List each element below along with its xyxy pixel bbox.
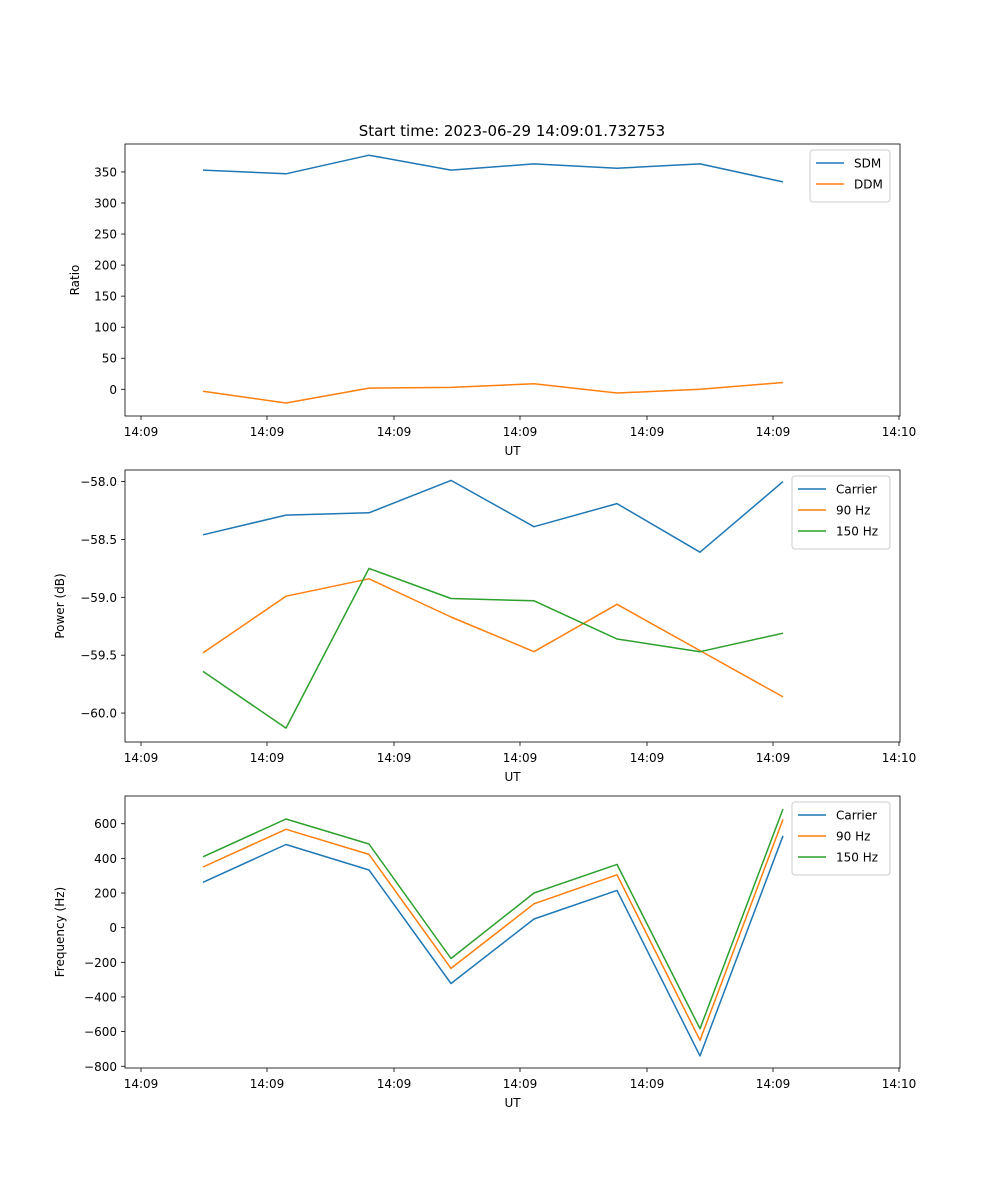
y-tick-label: 250: [94, 228, 117, 242]
y-axis-label: Ratio: [68, 265, 82, 296]
y-tick-label: −600: [84, 1025, 117, 1039]
legend: SDM DDM: [809, 149, 891, 203]
legend-label: 150 Hz: [836, 525, 878, 539]
plot-frame: [124, 795, 901, 1069]
y-tick-label: −400: [84, 990, 117, 1004]
x-tick-label: 14:10: [882, 751, 917, 765]
series-line-3: [202, 567, 784, 729]
y-tick-label: −800: [84, 1060, 117, 1074]
x-tick-label: 14:09: [630, 425, 665, 439]
y-tick-label: −59.5: [80, 649, 117, 663]
series-line-3: [202, 808, 784, 1030]
y-tick-label: 150: [94, 290, 117, 304]
y-tick-label: −200: [84, 956, 117, 970]
x-tick-label: 14:09: [250, 425, 285, 439]
y-axis-label: Frequency (Hz): [53, 887, 67, 978]
x-tick-label: 14:09: [124, 425, 159, 439]
legend-label: SDM: [854, 157, 881, 171]
y-tick-label: 200: [94, 887, 117, 901]
x-tick-label: 14:09: [377, 751, 412, 765]
series-line-1: [202, 835, 784, 1057]
y-tick-label: 400: [94, 852, 117, 866]
x-tick-label: 14:09: [124, 1077, 159, 1091]
y-axis-label: Power (dB): [53, 573, 67, 638]
x-axis-label: UT: [504, 1096, 521, 1110]
plot-frame: [124, 469, 901, 743]
x-tick-label: 14:09: [377, 1077, 412, 1091]
subplot-2: 14:09 14:09 14:09 14:09 14:09 14:09 14:10 −60.0…: [53, 469, 917, 784]
legend-label: Carrier: [836, 483, 877, 497]
x-tick-label: 14:09: [377, 425, 412, 439]
x-tick-label: 14:09: [756, 751, 791, 765]
legend-label: 90 Hz: [836, 830, 870, 844]
y-tick-label: −59.0: [80, 591, 117, 605]
subplot-3: 14:09 14:09 14:09 14:09 14:09 14:09 14:10 −800 −…: [53, 795, 917, 1110]
x-tick-label: 14:09: [250, 751, 285, 765]
x-tick-label: 14:09: [250, 1077, 285, 1091]
x-tick-label: 14:09: [630, 751, 665, 765]
series-line-2: [202, 381, 784, 404]
y-tick-label: −60.0: [80, 707, 117, 721]
y-tick-label: −58.0: [80, 475, 117, 489]
figure-title: Start time: 2023-06-29 14:09:01.732753: [359, 122, 665, 140]
legend: Carrier 90 Hz 150 Hz: [791, 475, 891, 550]
series-line-1: [202, 154, 784, 183]
series-line-1: [202, 479, 784, 553]
y-tick-label: 100: [94, 321, 117, 335]
x-tick-label: 14:10: [882, 1077, 917, 1091]
x-tick-label: 14:09: [503, 1077, 538, 1091]
series-line-2: [202, 819, 784, 1042]
y-tick-label: −58.5: [80, 533, 117, 547]
series-line-2: [202, 578, 784, 698]
y-tick-label: 0: [109, 383, 117, 397]
x-tick-label: 14:09: [124, 751, 159, 765]
legend-label: DDM: [854, 178, 883, 192]
y-tick-label: 0: [109, 921, 117, 935]
x-tick-label: 14:09: [756, 1077, 791, 1091]
x-axis-label: UT: [504, 444, 521, 458]
legend-label: Carrier: [836, 809, 877, 823]
y-tick-label: 300: [94, 196, 117, 210]
y-tick-label: 350: [94, 165, 117, 179]
x-tick-label: 14:10: [882, 425, 917, 439]
x-tick-label: 14:09: [756, 425, 791, 439]
legend-label: 90 Hz: [836, 504, 870, 518]
legend-label: 150 Hz: [836, 851, 878, 865]
x-tick-label: 14:09: [630, 1077, 665, 1091]
x-tick-label: 14:09: [503, 425, 538, 439]
y-tick-label: 50: [102, 352, 117, 366]
x-tick-label: 14:09: [503, 751, 538, 765]
y-tick-label: 600: [94, 817, 117, 831]
subplot-1: 14:09 14:09 14:09 14:09 14:09 14:09 14:10 0 50 10…: [68, 143, 917, 458]
subplot-panels: 14:09 14:09 14:09 14:09 14:09 14:09 14:10 0 50 10…: [53, 143, 917, 1110]
legend: Carrier 90 Hz 150 Hz: [791, 801, 891, 876]
x-axis-label: UT: [504, 770, 521, 784]
y-tick-label: 200: [94, 259, 117, 273]
plot-frame: [124, 143, 901, 417]
